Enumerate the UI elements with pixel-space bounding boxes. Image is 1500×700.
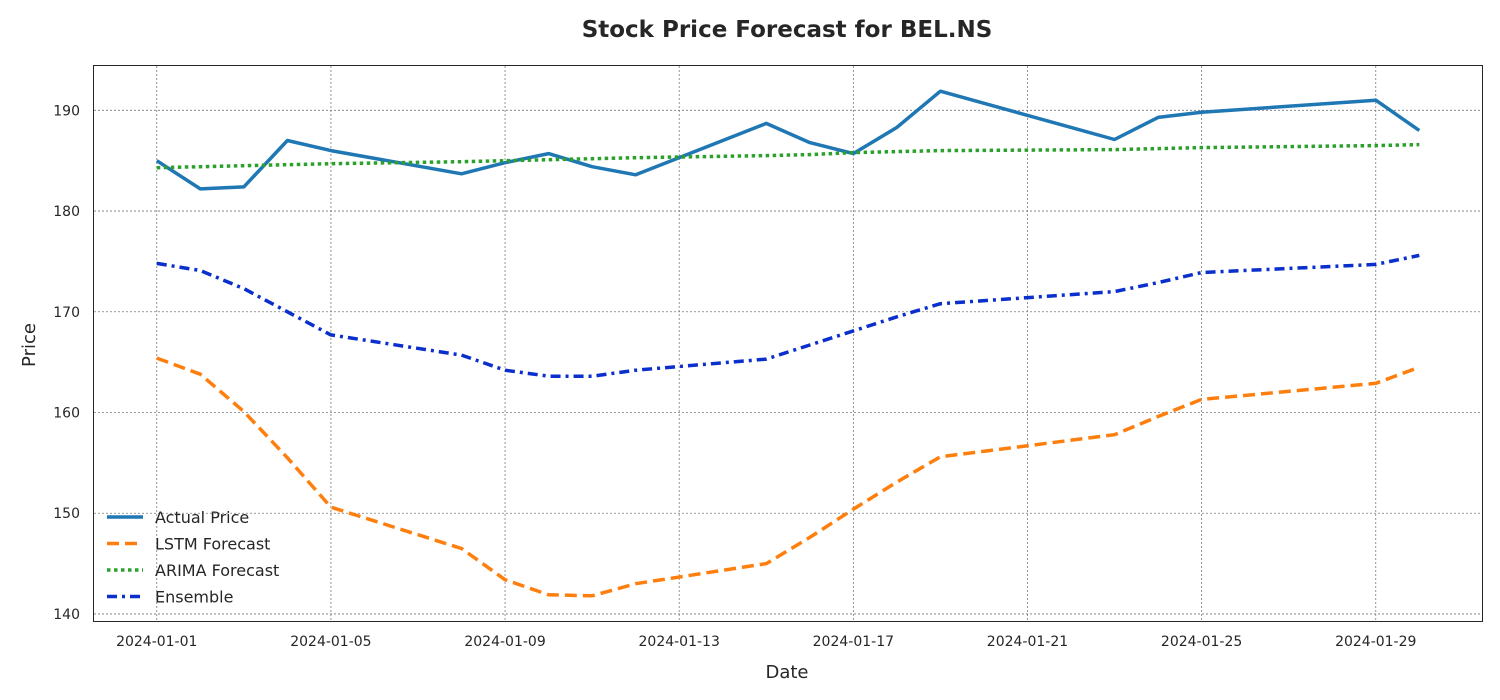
legend-label: ARIMA Forecast [155, 561, 279, 580]
plot-frame [93, 65, 1483, 622]
y-axis-title: Price [19, 323, 40, 367]
y-tick-label: 150 [53, 506, 80, 522]
y-tick-label: 140 [53, 607, 80, 623]
legend: Actual Price LSTM Forecast ARIMA Forecast E… [107, 508, 279, 607]
legend-label: LSTM Forecast [155, 535, 270, 554]
series-line [156, 253, 1420, 378]
x-tick-label: 2024-01-21 [987, 634, 1068, 650]
y-tick-label: 190 [53, 103, 80, 119]
x-tick-label: 2024-01-05 [290, 634, 371, 650]
y-tick-label: 180 [53, 204, 80, 220]
series-line [156, 356, 1420, 598]
legend-label: Ensemble [155, 588, 233, 607]
x-tick-label: 2024-01-17 [813, 634, 894, 650]
series-lines [155, 89, 1421, 598]
x-axis-ticks: 2024-01-01 2024-01-05 2024-01-09 2024-01-13… [116, 634, 1416, 650]
y-tick-label: 160 [53, 405, 80, 421]
x-tick-label: 2024-01-01 [116, 634, 197, 650]
legend-label: Actual Price [155, 508, 249, 527]
y-tick-label: 170 [53, 305, 80, 321]
y-axis-ticks: 140 150 160 170 180 190 [53, 103, 80, 623]
x-tick-label: 2024-01-25 [1161, 634, 1242, 650]
x-tick-label: 2024-01-09 [464, 634, 545, 650]
chart-title: Stock Price Forecast for BEL.NS [582, 17, 993, 43]
x-axis-title: Date [765, 662, 808, 683]
x-tick-label: 2024-01-13 [639, 634, 720, 650]
series-line [155, 89, 1421, 191]
grid [94, 66, 1482, 621]
series-line [156, 142, 1420, 170]
x-tick-label: 2024-01-29 [1335, 634, 1416, 650]
